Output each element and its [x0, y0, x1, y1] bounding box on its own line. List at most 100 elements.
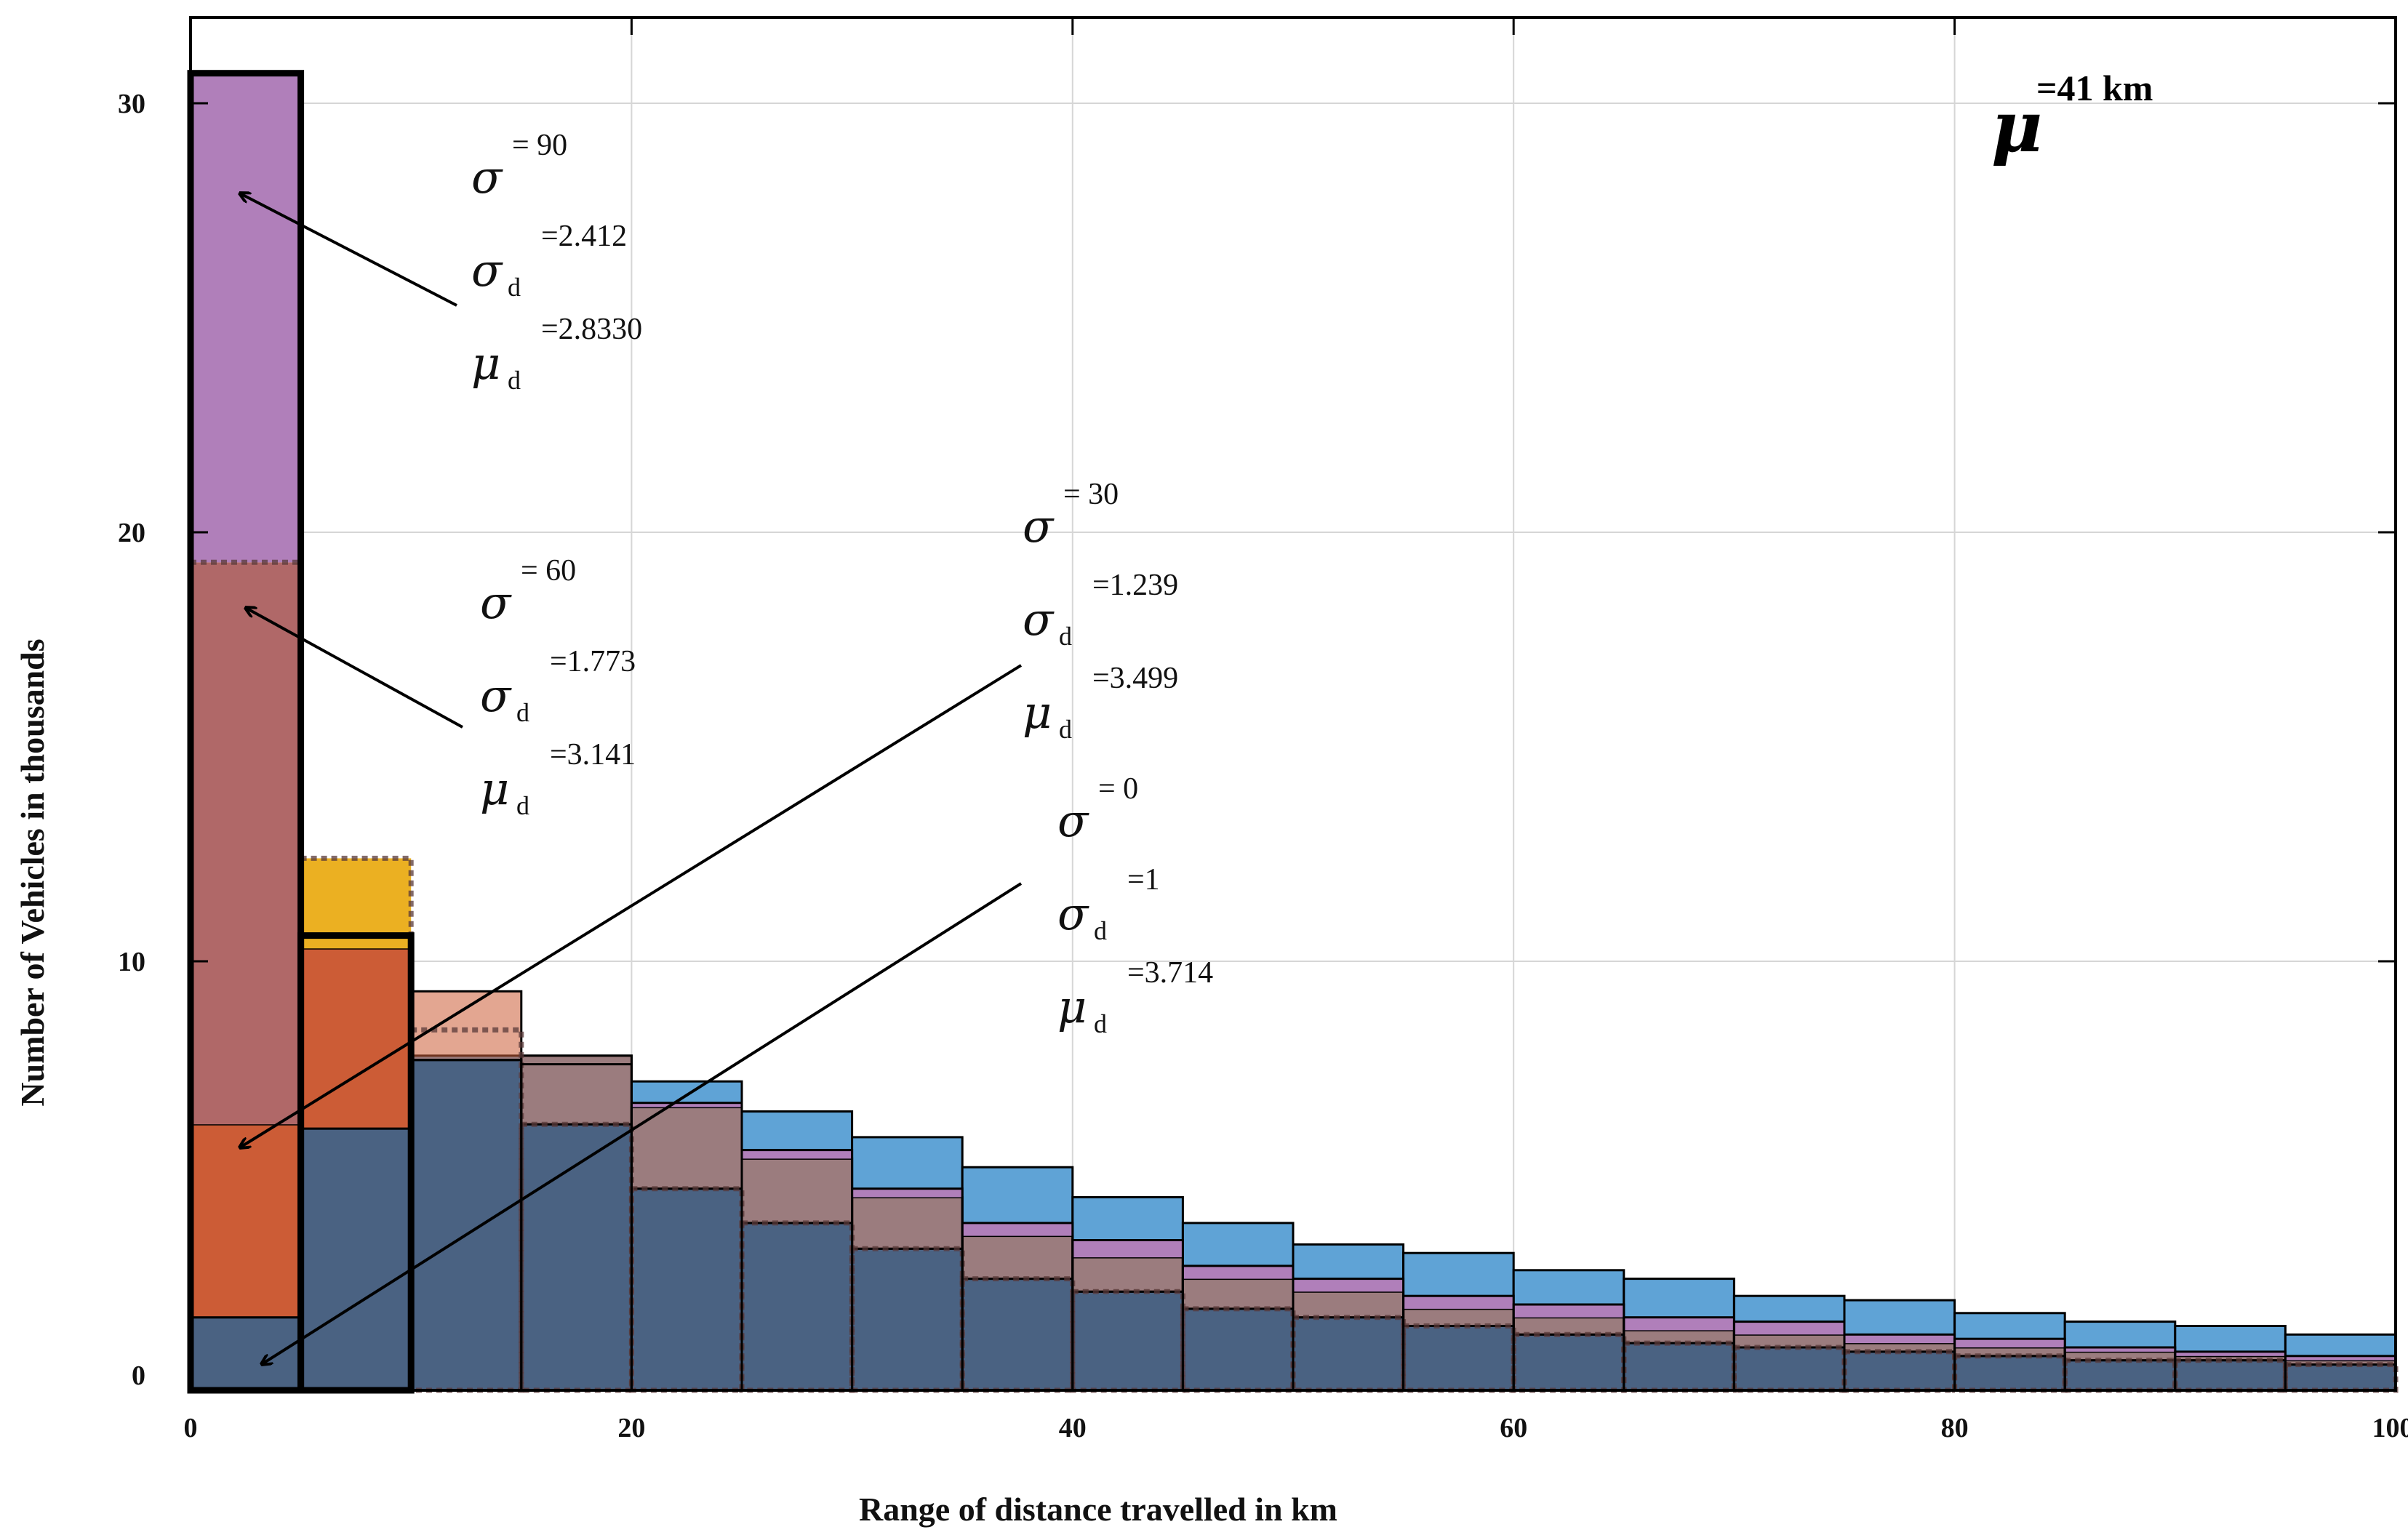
bar-base-14: [1732, 1346, 1846, 1392]
plot-frame: [189, 16, 2397, 1392]
x-tick-label-5: 100: [2372, 1413, 2408, 1443]
bar-base-16: [1953, 1355, 2066, 1392]
bar-base-10: [1292, 1316, 1405, 1392]
annotation-0-sub-1: d: [508, 273, 521, 302]
annotation-1-value-2: =3.141: [550, 738, 636, 771]
annotation-1-value-0: = 60: [521, 554, 576, 588]
bar-base-4: [630, 1187, 743, 1392]
annotation-3-sub-2: d: [1094, 1009, 1107, 1038]
annotation-0-sub-2: d: [508, 366, 521, 395]
x-tick-label-3: 60: [1500, 1413, 1527, 1443]
mu-symbol: μ: [1991, 86, 2042, 168]
bar-purple-19: [2285, 1355, 2396, 1360]
annotation-3-symbol-2: μ: [1057, 980, 1087, 1033]
y-tick-label-1: 10: [118, 947, 145, 977]
annotation-3-value-0: = 0: [1098, 772, 1138, 806]
bar-base-19: [2284, 1363, 2397, 1392]
bar-base-1: [300, 1127, 412, 1392]
bar-orange-1: [300, 947, 412, 1130]
annotation-3-sub-1: d: [1094, 916, 1107, 945]
bar-base-5: [740, 1222, 854, 1392]
axis-ticks: 0 20 40 60 80 100 0 10 20 30: [118, 17, 2408, 1443]
annotation-2-symbol-2: μ: [1023, 686, 1052, 739]
annotation-1-symbol-1: σ: [480, 669, 512, 722]
annotation-2-value-0: = 30: [1063, 478, 1119, 511]
bar-purple-6: [852, 1188, 963, 1198]
x-tick-label-0: 0: [184, 1413, 198, 1443]
x-tick-label-2: 40: [1059, 1413, 1087, 1443]
bar-orange-6: [851, 1196, 964, 1250]
bar-orange-5: [740, 1157, 854, 1225]
bar-red-0: [191, 562, 301, 1125]
bar-orange-12: [1512, 1316, 1625, 1336]
bar-purple-11: [1403, 1296, 1514, 1309]
x-tick-label-1: 20: [617, 1413, 645, 1443]
y-tick-label-3: 30: [118, 89, 145, 119]
annotation-1-symbol-2: μ: [480, 762, 509, 815]
annotation-2-sub-1: d: [1059, 622, 1072, 651]
bar-base-6: [851, 1247, 964, 1392]
bar-purple-18: [2175, 1351, 2286, 1356]
annotation-2-symbol-1: σ: [1023, 593, 1055, 646]
annotation-2-value-1: =1.239: [1092, 569, 1178, 602]
annotation-1-value-1: =1.773: [550, 645, 636, 678]
bar-base-17: [2063, 1359, 2177, 1392]
bar-base-8: [1071, 1290, 1184, 1392]
annotation-3-symbol-1: σ: [1057, 887, 1089, 940]
x-tick-label-4: 80: [1941, 1413, 1969, 1443]
bar-purple-5: [742, 1150, 852, 1159]
annotation-3-value-1: =1: [1127, 863, 1160, 897]
annotation-3: σ= 0σ d=1μ d=3.714: [1057, 772, 1213, 1038]
annotation-0-value-0: = 90: [512, 129, 567, 162]
bar-base-2: [409, 1059, 523, 1392]
arrow-sigma-30: [240, 664, 1023, 1147]
bar-orange-9: [1181, 1278, 1295, 1310]
annotation-2-sub-2: d: [1059, 715, 1072, 744]
annotation-3-symbol-0: σ: [1057, 794, 1089, 847]
bar-purple-15: [1844, 1334, 1955, 1344]
bar-orange-2: [409, 990, 523, 1062]
bar-purple-4: [631, 1102, 742, 1107]
annotation-2-value-2: =3.499: [1092, 662, 1178, 695]
bar-base-18: [2174, 1359, 2287, 1392]
annotation-0-symbol-0: σ: [471, 151, 503, 204]
bar-base-9: [1181, 1307, 1295, 1392]
arrow-sigma-0: [262, 882, 1023, 1364]
y-tick-label-0: 0: [132, 1360, 145, 1391]
bar-base-11: [1402, 1325, 1515, 1392]
arrow-sigma-60: [246, 608, 463, 729]
arrow-sigma-90: [240, 193, 457, 307]
bar-purple-8: [1072, 1240, 1183, 1258]
bar-purple-13: [1623, 1317, 1735, 1331]
bar-base-7: [961, 1278, 1074, 1392]
x-axis-label: Range of distance travelled in km: [859, 1491, 1337, 1528]
bar-purple-17: [2065, 1347, 2175, 1352]
bar-purple-16: [1954, 1339, 2065, 1347]
bar-purple-0: [191, 73, 301, 563]
bar-purple-14: [1734, 1321, 1844, 1335]
annotation-0-value-1: =2.412: [541, 220, 627, 253]
bar-purple-12: [1513, 1304, 1624, 1318]
bar-purple-9: [1183, 1265, 1293, 1279]
bar-base-0: [189, 1316, 303, 1392]
bar-orange-7: [961, 1235, 1074, 1280]
bar-base-13: [1623, 1342, 1735, 1392]
annotation-0-symbol-1: σ: [471, 244, 503, 297]
bar-base-15: [1843, 1350, 1956, 1392]
bar-orange-11: [1402, 1307, 1515, 1328]
bar-orange-0: [189, 1123, 303, 1319]
y-tick-label-2: 20: [118, 518, 145, 548]
bar-base-12: [1512, 1333, 1625, 1392]
annotation-0-value-2: =2.8330: [541, 313, 642, 346]
annotation-0-symbol-2: μ: [471, 337, 500, 390]
bar-orange-4: [630, 1106, 743, 1190]
mu-value: =41 km: [2036, 68, 2153, 108]
y-axis-label: Number of Vehicles in thousands: [14, 638, 51, 1106]
annotation-2-symbol-0: σ: [1023, 500, 1055, 553]
annotation-1-symbol-0: σ: [480, 576, 512, 629]
annotation-1-sub-1: d: [516, 698, 529, 727]
